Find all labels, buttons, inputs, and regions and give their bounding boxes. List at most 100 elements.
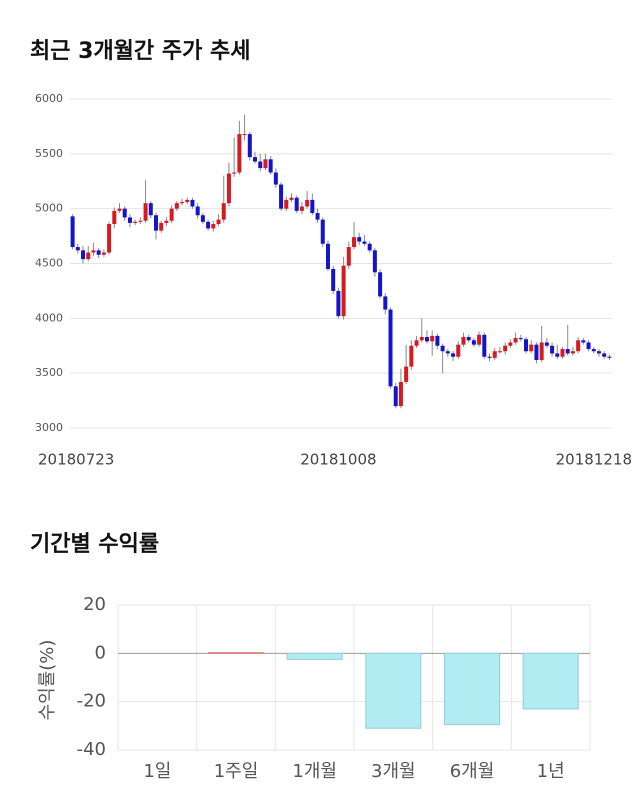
candle-body	[138, 220, 143, 222]
candle-body	[576, 340, 581, 352]
candle-body	[414, 340, 419, 346]
candle-body	[263, 159, 268, 169]
candle-body	[602, 353, 607, 357]
candle-body	[195, 206, 200, 216]
candle-body	[289, 197, 294, 200]
candle-body	[148, 203, 153, 216]
y-tick-label: -40	[77, 739, 106, 760]
candle-body	[383, 296, 388, 310]
bar	[207, 652, 265, 654]
candle-body	[258, 161, 263, 169]
candle-body	[91, 250, 96, 253]
candle-body	[268, 159, 273, 173]
candle-body	[237, 134, 242, 173]
candle-body	[127, 217, 132, 223]
candle-body	[242, 134, 247, 136]
candle-body	[466, 336, 471, 341]
x-tick-label: 1개월	[292, 761, 337, 782]
candle-body	[477, 334, 482, 345]
y-tick-label: 3000	[35, 421, 63, 434]
candle-body	[341, 265, 346, 317]
candle-body	[570, 351, 575, 354]
candle-body	[101, 252, 106, 255]
candle-body	[534, 344, 539, 361]
candle-body	[591, 349, 596, 352]
candle-body	[279, 184, 284, 209]
candle-body	[555, 353, 560, 357]
candle-body	[586, 342, 591, 350]
candle-body	[529, 344, 534, 352]
candle-body	[393, 386, 398, 407]
candle-body	[378, 272, 383, 297]
bar	[286, 652, 343, 660]
candle-body	[435, 335, 440, 346]
candle-body	[221, 203, 226, 220]
candle-body	[86, 252, 91, 260]
y-tick-label: 5500	[35, 147, 63, 160]
candle-body	[232, 172, 237, 174]
candle-body	[362, 241, 367, 244]
candle-body	[81, 250, 86, 260]
candle-body	[336, 290, 341, 317]
candle-body	[424, 336, 429, 342]
candle-body	[70, 216, 75, 248]
candle-body	[524, 339, 529, 352]
candle-body	[419, 336, 424, 341]
candle-body	[607, 356, 612, 358]
candle-body	[482, 334, 487, 357]
x-tick-label: 20180723	[38, 451, 114, 469]
candle-body	[305, 199, 310, 207]
bar	[365, 652, 422, 729]
x-tick-label: 1일	[143, 761, 171, 782]
candle-body	[596, 351, 601, 354]
candle-body	[451, 353, 456, 357]
bar	[443, 652, 501, 726]
candle-body	[456, 344, 461, 357]
candle-body	[143, 203, 148, 221]
candle-body	[299, 206, 304, 211]
candle-body	[216, 219, 221, 225]
candle-body	[273, 172, 278, 185]
candle-body	[565, 349, 570, 354]
candle-body	[487, 356, 492, 358]
candle-body	[253, 157, 258, 162]
y-axis-label: 수익률(%)	[37, 640, 58, 721]
y-tick-label: 20	[83, 594, 106, 615]
candle-body	[211, 224, 216, 229]
candle-body	[107, 224, 112, 253]
candle-body	[539, 342, 544, 361]
candle-body	[404, 366, 409, 382]
candle-body	[430, 335, 435, 342]
candle-body	[133, 221, 138, 223]
candle-body	[320, 219, 325, 244]
candle-body	[122, 208, 127, 218]
candle-body	[508, 342, 513, 346]
candle-body	[352, 237, 357, 248]
x-tick-label: 1주일	[214, 761, 259, 782]
candle-body	[560, 349, 565, 357]
x-tick-label: 3개월	[371, 761, 416, 782]
candle-body	[357, 237, 362, 242]
candle-body	[445, 351, 450, 354]
y-tick-label: 4000	[35, 311, 63, 324]
candle-body	[169, 208, 174, 221]
candle-body	[513, 338, 518, 343]
candle-body	[174, 203, 179, 209]
candle-body	[503, 345, 508, 352]
candle-body	[294, 197, 299, 211]
candle-body	[325, 243, 330, 269]
candle-body	[206, 221, 211, 229]
y-tick-label: 0	[95, 642, 106, 663]
candle-body	[117, 208, 122, 211]
candle-body	[96, 250, 101, 255]
candle-body	[581, 340, 586, 343]
bar	[522, 652, 579, 710]
candle-body	[164, 220, 169, 223]
candle-body	[200, 215, 205, 222]
y-tick-label: 5000	[35, 202, 63, 215]
candle-body	[367, 243, 372, 251]
y-tick-label: -20	[77, 691, 106, 712]
candle-body	[388, 309, 393, 387]
